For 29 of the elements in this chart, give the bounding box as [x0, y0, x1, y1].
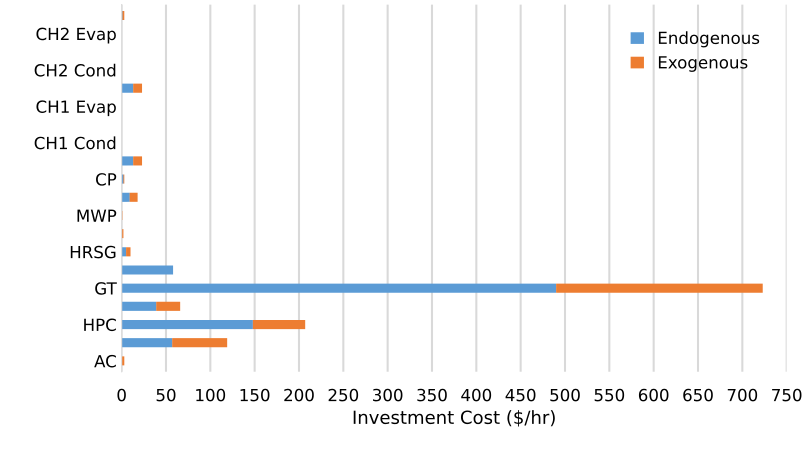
y-tick-label: CP — [96, 173, 116, 186]
legend-label: Exogenous — [658, 56, 748, 72]
x-tick-label: 550 — [594, 388, 624, 402]
x-tick-label: 250 — [328, 388, 358, 402]
x-tick-label: 350 — [417, 388, 447, 402]
x-tick-label: 200 — [284, 388, 314, 402]
x-tick-label: 400 — [461, 388, 492, 402]
x-tick-label: 300 — [373, 388, 402, 402]
y-tick-label: MWP — [78, 210, 116, 222]
y-tick-label: CH2 Cond — [34, 64, 116, 77]
x-tick-label: 500 — [550, 388, 580, 402]
x-tick-label: 700 — [728, 388, 758, 402]
x-tick-label: 450 — [506, 388, 536, 402]
x-tick-label: 100 — [196, 388, 226, 402]
y-tick-label: CH1 Evap — [36, 100, 116, 116]
x-tick-label: 150 — [240, 388, 270, 402]
legend-label: Endogenous — [658, 31, 760, 48]
x-axis-title: Investment Cost ($/hr) — [354, 410, 555, 427]
x-tick-label: 650 — [683, 388, 713, 402]
y-tick-label: CH2 Evap — [36, 28, 116, 44]
x-tick-label: 0 — [117, 388, 126, 402]
y-tick-label: CH1 Cond — [34, 136, 116, 150]
y-tick-label: HRSG — [70, 246, 116, 258]
x-tick-label: 750 — [772, 388, 802, 402]
y-tick-label: AC — [94, 354, 116, 368]
y-tick-label: HPC — [84, 318, 116, 332]
y-tick-label: GT — [95, 282, 117, 295]
x-tick-label: 50 — [156, 388, 176, 402]
x-tick-label: 600 — [638, 388, 668, 402]
